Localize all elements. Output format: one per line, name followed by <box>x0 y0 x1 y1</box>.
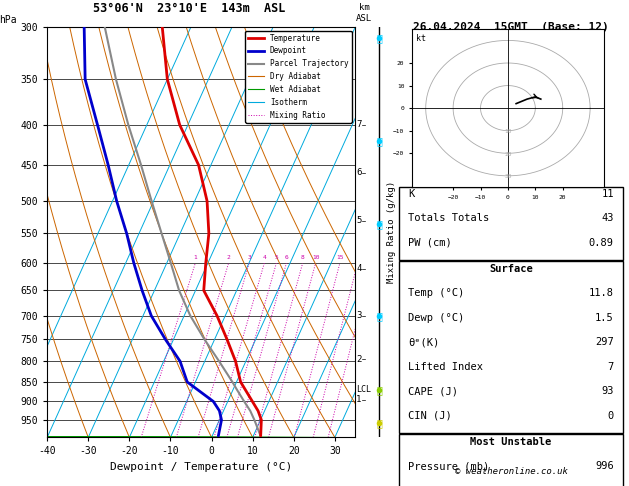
Text: © weatheronline.co.uk: © weatheronline.co.uk <box>455 468 567 476</box>
Text: ≪: ≪ <box>376 311 382 321</box>
Text: 7: 7 <box>356 121 362 129</box>
Bar <box>399 434 623 486</box>
Text: Lifted Index: Lifted Index <box>408 362 483 372</box>
Text: hPa: hPa <box>0 15 16 25</box>
Text: 3: 3 <box>247 255 251 260</box>
Text: 26.04.2024  15GMT  (Base: 12): 26.04.2024 15GMT (Base: 12) <box>413 21 609 32</box>
Text: 15: 15 <box>336 255 343 260</box>
Bar <box>399 261 623 433</box>
Text: 11: 11 <box>601 189 614 199</box>
Text: 30: 30 <box>504 174 511 179</box>
Text: LCL: LCL <box>357 385 372 395</box>
Text: 4: 4 <box>356 264 362 273</box>
Text: 0.89: 0.89 <box>589 238 614 248</box>
Text: 6: 6 <box>284 255 288 260</box>
Text: 5: 5 <box>274 255 278 260</box>
Text: 297: 297 <box>595 337 614 347</box>
Text: 2: 2 <box>356 355 362 364</box>
Text: 11.8: 11.8 <box>589 288 614 298</box>
Text: 6: 6 <box>356 168 362 177</box>
Text: 1.5: 1.5 <box>595 313 614 323</box>
Text: ≪: ≪ <box>376 137 382 146</box>
Text: CAPE (J): CAPE (J) <box>408 386 459 397</box>
Text: 10: 10 <box>504 129 511 134</box>
Text: 1: 1 <box>193 255 197 260</box>
Legend: Temperature, Dewpoint, Parcel Trajectory, Dry Adiabat, Wet Adiabat, Isotherm, Mi: Temperature, Dewpoint, Parcel Trajectory… <box>245 31 352 122</box>
Text: 7: 7 <box>608 362 614 372</box>
Text: 1: 1 <box>356 395 362 404</box>
Text: 996: 996 <box>595 461 614 471</box>
Text: 8: 8 <box>301 255 304 260</box>
Text: ≪: ≪ <box>376 33 382 43</box>
Text: Surface: Surface <box>489 264 533 274</box>
Text: 20: 20 <box>504 152 511 156</box>
Text: Totals Totals: Totals Totals <box>408 213 489 224</box>
Text: 3: 3 <box>356 311 362 320</box>
Text: Dewp (°C): Dewp (°C) <box>408 313 465 323</box>
Text: θᵉ(K): θᵉ(K) <box>408 337 440 347</box>
Text: ≪: ≪ <box>376 219 382 229</box>
Text: ≪: ≪ <box>376 418 382 429</box>
Text: Most Unstable: Most Unstable <box>470 437 552 447</box>
Text: 4: 4 <box>262 255 266 260</box>
Text: PW (cm): PW (cm) <box>408 238 452 248</box>
Text: 10: 10 <box>312 255 320 260</box>
Text: CIN (J): CIN (J) <box>408 411 452 421</box>
Text: 5: 5 <box>356 216 362 226</box>
Text: 43: 43 <box>601 213 614 224</box>
Text: 0: 0 <box>608 411 614 421</box>
Text: 53°06'N  23°10'E  143m  ASL: 53°06'N 23°10'E 143m ASL <box>92 1 285 15</box>
Text: ≪: ≪ <box>376 385 382 395</box>
Bar <box>399 187 623 260</box>
Text: Pressure (mb): Pressure (mb) <box>408 461 489 471</box>
X-axis label: Dewpoint / Temperature (°C): Dewpoint / Temperature (°C) <box>110 462 292 472</box>
Text: 2: 2 <box>226 255 230 260</box>
Text: km
ASL: km ASL <box>356 3 372 23</box>
Text: kt: kt <box>416 34 426 43</box>
Text: 93: 93 <box>601 386 614 397</box>
Text: Mixing Ratio (g/kg): Mixing Ratio (g/kg) <box>387 181 396 283</box>
Text: K: K <box>408 189 415 199</box>
Text: Temp (°C): Temp (°C) <box>408 288 465 298</box>
